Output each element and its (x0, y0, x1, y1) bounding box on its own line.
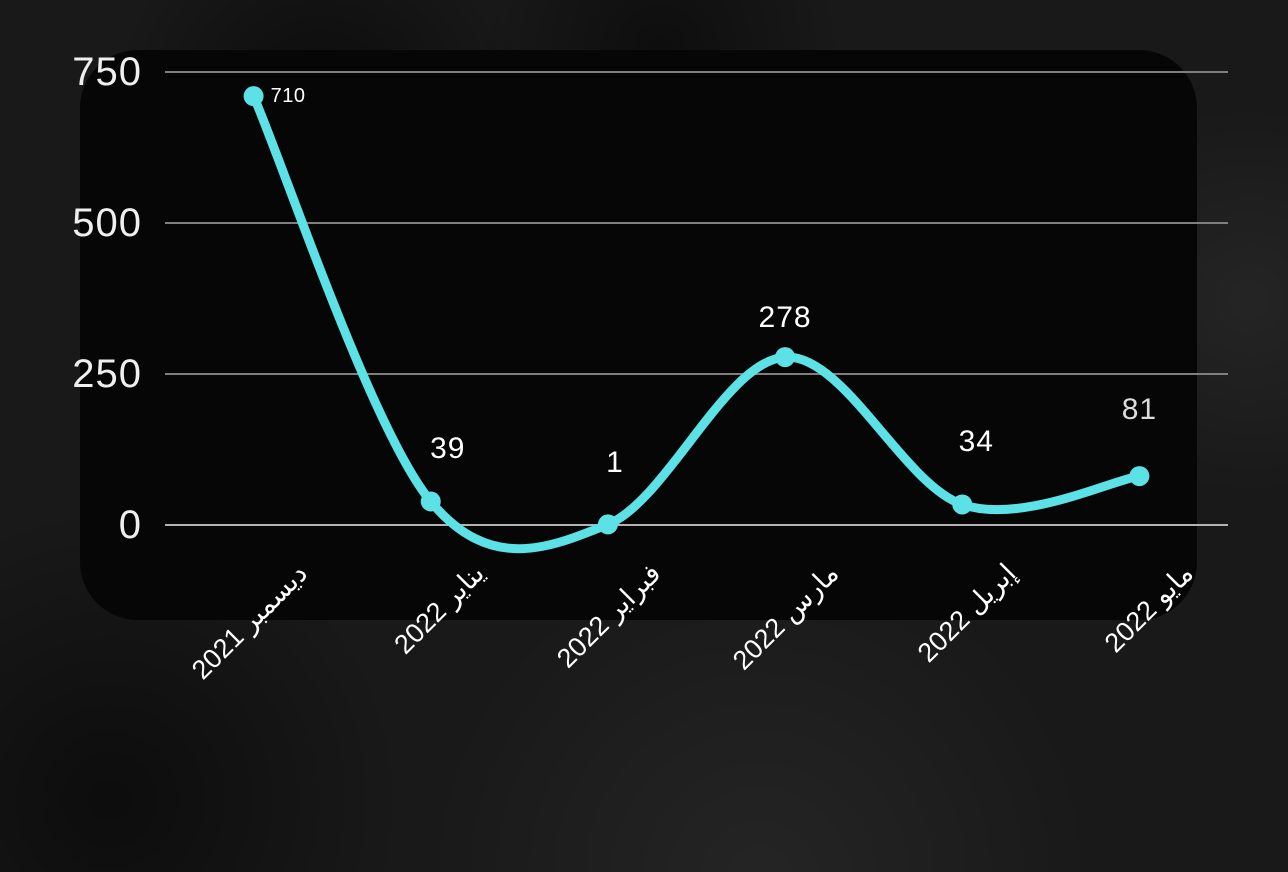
data-point-label: 278 (758, 301, 812, 335)
y-tick-label: 250 (72, 352, 142, 396)
legend: أعداد المهاجرين غير الشرعيين المقبوض علي… (0, 700, 1288, 872)
y-tick-label: 500 (72, 201, 142, 245)
data-point-label: 81 (1121, 393, 1158, 427)
y-tick-label: 750 (72, 50, 142, 94)
data-point-label: 1 (606, 446, 624, 480)
data-point-label: 39 (430, 432, 466, 466)
chart-card (80, 50, 1197, 620)
data-point-label: 34 (958, 425, 994, 459)
data-point-label: 710 (270, 85, 306, 108)
y-tick-label: 0 (118, 503, 142, 547)
